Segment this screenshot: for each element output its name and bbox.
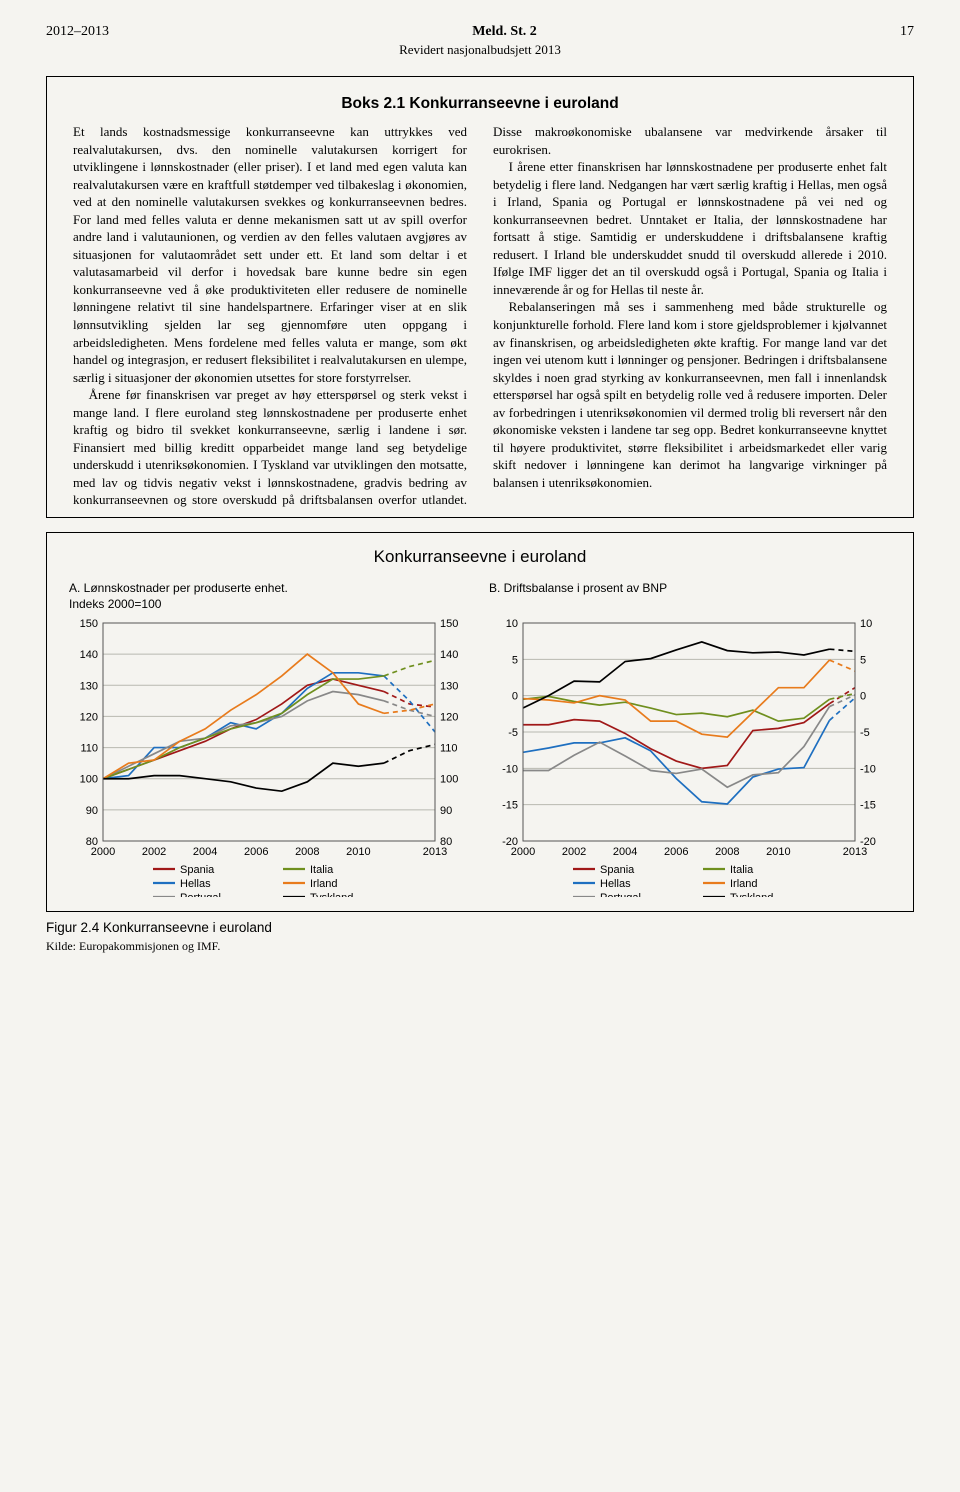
para-3: Rebalanseringen må ses i sammenheng med …: [493, 298, 887, 491]
svg-text:110: 110: [440, 743, 458, 755]
figure-source: Kilde: Europakommisjonen og IMF.: [46, 939, 914, 954]
header-subtitle: Revidert nasjonalbudsjett 2013: [46, 42, 914, 58]
svg-text:10: 10: [860, 618, 872, 630]
chart-a-title: A. Lønnskostnader per produserte enhet.: [69, 581, 471, 595]
header-center: Meld. St. 2: [472, 24, 537, 40]
svg-text:2004: 2004: [193, 846, 217, 858]
chart-b-title: B. Driftsbalanse i prosent av BNP: [489, 581, 891, 595]
svg-text:-5: -5: [860, 727, 870, 739]
svg-text:150: 150: [80, 618, 98, 630]
svg-text:Italia: Italia: [310, 864, 334, 876]
chart-box: Konkurranseevne i euroland A. Lønnskostn…: [46, 532, 914, 912]
svg-text:90: 90: [86, 805, 98, 817]
svg-text:Tyskland: Tyskland: [730, 892, 773, 897]
chart-a-title2: Indeks 2000=100: [69, 597, 471, 611]
svg-text:100: 100: [440, 774, 458, 786]
svg-text:Irland: Irland: [310, 878, 338, 890]
svg-text:Portugal: Portugal: [600, 892, 641, 897]
figure-caption: Figur 2.4 Konkurranseevne i euroland: [46, 920, 914, 935]
svg-text:-10: -10: [502, 763, 518, 775]
text-box: Boks 2.1 Konkurranseevne i euroland Et l…: [46, 76, 914, 518]
chart-b-svg: -20-20-15-15-10-10-5-5005510102000200220…: [489, 617, 889, 897]
svg-text:-15: -15: [502, 800, 518, 812]
svg-text:2010: 2010: [766, 846, 790, 858]
svg-text:Portugal: Portugal: [180, 892, 221, 897]
chart-b: B. Driftsbalanse i prosent av BNP -20-20…: [489, 581, 891, 897]
svg-text:0: 0: [860, 691, 866, 703]
svg-text:10: 10: [506, 618, 518, 630]
body-text: Et lands kostnadsmessige konkurranseevne…: [73, 123, 887, 509]
svg-text:2013: 2013: [423, 846, 447, 858]
svg-text:2002: 2002: [562, 846, 586, 858]
svg-text:-5: -5: [508, 727, 518, 739]
svg-text:5: 5: [512, 654, 518, 666]
svg-text:130: 130: [440, 680, 458, 692]
svg-text:120: 120: [440, 711, 458, 723]
para-2: I årene etter finanskrisen har lønnskost…: [493, 158, 887, 298]
svg-text:2006: 2006: [244, 846, 268, 858]
chart-main-title: Konkurranseevne i euroland: [69, 547, 891, 567]
svg-text:5: 5: [860, 654, 866, 666]
svg-text:Hellas: Hellas: [600, 878, 631, 890]
chart-a-svg: 8080909010010011011012012013013014014015…: [69, 617, 469, 897]
svg-text:Tyskland: Tyskland: [310, 892, 353, 897]
svg-text:Spania: Spania: [600, 864, 635, 876]
svg-text:2013: 2013: [843, 846, 867, 858]
svg-text:100: 100: [80, 774, 98, 786]
header-left: 2012–2013: [46, 24, 109, 40]
svg-text:140: 140: [440, 649, 458, 661]
svg-text:Irland: Irland: [730, 878, 758, 890]
svg-text:150: 150: [440, 618, 458, 630]
svg-text:2002: 2002: [142, 846, 166, 858]
svg-text:0: 0: [512, 691, 518, 703]
svg-text:Spania: Spania: [180, 864, 215, 876]
svg-text:2004: 2004: [613, 846, 637, 858]
box-title: Boks 2.1 Konkurranseevne i euroland: [73, 95, 887, 113]
svg-text:-15: -15: [860, 800, 876, 812]
svg-text:110: 110: [80, 743, 98, 755]
svg-text:Italia: Italia: [730, 864, 754, 876]
svg-text:90: 90: [440, 805, 452, 817]
para-0: Et lands kostnadsmessige konkurranseevne…: [73, 123, 467, 386]
svg-text:2006: 2006: [664, 846, 688, 858]
svg-text:120: 120: [80, 711, 98, 723]
svg-text:2008: 2008: [295, 846, 319, 858]
chart-a: A. Lønnskostnader per produserte enhet. …: [69, 581, 471, 897]
svg-text:2008: 2008: [715, 846, 739, 858]
svg-text:140: 140: [80, 649, 98, 661]
svg-text:2000: 2000: [91, 846, 115, 858]
svg-text:Hellas: Hellas: [180, 878, 211, 890]
page-header: 2012–2013 Meld. St. 2 17: [46, 24, 914, 40]
svg-text:-10: -10: [860, 763, 876, 775]
header-right: 17: [900, 24, 914, 40]
svg-text:2000: 2000: [511, 846, 535, 858]
svg-text:130: 130: [80, 680, 98, 692]
svg-text:2010: 2010: [346, 846, 370, 858]
